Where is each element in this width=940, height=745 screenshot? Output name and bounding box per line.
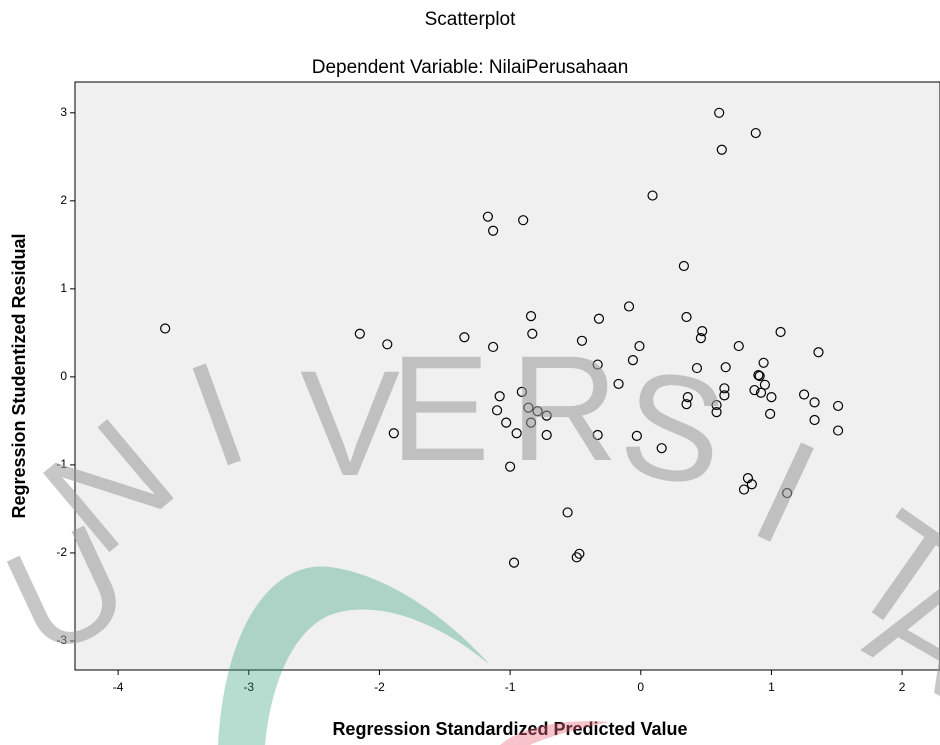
y-tick-label: 2 (60, 193, 67, 207)
watermark-letter: V (300, 339, 400, 507)
x-tick-label: -1 (505, 680, 516, 694)
chart-title: Scatterplot (425, 9, 517, 30)
watermark-letter: E (390, 324, 490, 492)
chart: Scatterplot Dependent Variable: NilaiPer… (0, 0, 940, 745)
y-tick-label: 0 (60, 369, 67, 383)
x-tick-label: -4 (113, 680, 124, 694)
y-axis-label: Regression Studentized Residual (9, 233, 29, 518)
y-tick-label: 3 (60, 105, 67, 119)
x-axis-label: Regression Standardized Predicted Value (332, 719, 687, 739)
chart-subtitle: Dependent Variable: NilaiPerusahaan (312, 57, 629, 78)
x-tick-label: 0 (637, 680, 644, 694)
x-tick-label: -2 (374, 680, 385, 694)
watermark-letter: R (510, 324, 618, 492)
y-tick-label: 1 (60, 281, 67, 295)
x-tick-label: 1 (768, 680, 775, 694)
